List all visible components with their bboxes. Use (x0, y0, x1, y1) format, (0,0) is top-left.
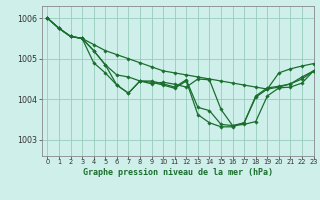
X-axis label: Graphe pression niveau de la mer (hPa): Graphe pression niveau de la mer (hPa) (83, 168, 273, 177)
